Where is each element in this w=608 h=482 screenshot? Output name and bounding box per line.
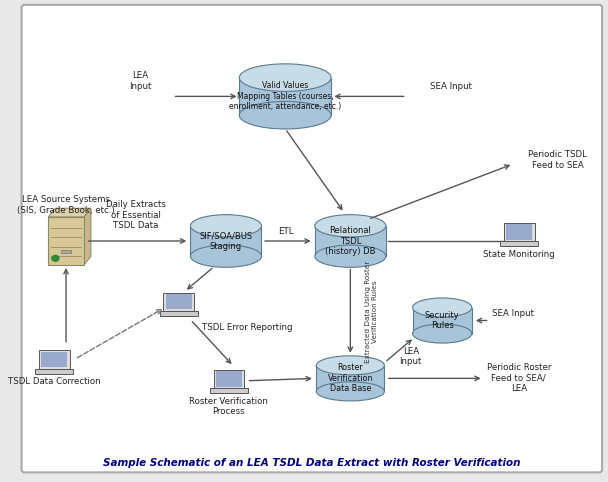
Text: SIF/SOA/BUS
Staging: SIF/SOA/BUS Staging xyxy=(199,231,252,251)
FancyBboxPatch shape xyxy=(39,350,69,369)
Text: LEA Source Systems
(SIS, Grade Book, etc.): LEA Source Systems (SIS, Grade Book, etc… xyxy=(17,195,115,214)
Text: Security
Rules: Security Rules xyxy=(425,311,460,330)
Text: Sample Schematic of an LEA TSDL Data Extract with Roster Verification: Sample Schematic of an LEA TSDL Data Ext… xyxy=(103,458,520,468)
Text: Valid Values
Mapping Tables (courses,
enrollment, attendance, etc.): Valid Values Mapping Tables (courses, en… xyxy=(229,81,341,111)
Text: ETL: ETL xyxy=(278,227,294,236)
Ellipse shape xyxy=(315,214,386,237)
FancyBboxPatch shape xyxy=(160,311,198,316)
Bar xyxy=(190,226,261,256)
FancyBboxPatch shape xyxy=(500,241,538,246)
FancyBboxPatch shape xyxy=(216,371,242,387)
Bar xyxy=(48,217,84,265)
Text: TSDL Data Correction: TSDL Data Correction xyxy=(8,377,100,387)
Ellipse shape xyxy=(316,382,384,401)
FancyBboxPatch shape xyxy=(22,5,602,472)
Ellipse shape xyxy=(190,214,261,237)
Bar xyxy=(315,226,386,256)
FancyBboxPatch shape xyxy=(41,352,67,367)
Bar xyxy=(61,250,71,253)
FancyBboxPatch shape xyxy=(35,369,73,374)
Text: Periodic Roster
Feed to SEA/
LEA: Periodic Roster Feed to SEA/ LEA xyxy=(486,363,551,393)
FancyBboxPatch shape xyxy=(504,223,534,241)
FancyBboxPatch shape xyxy=(163,293,194,311)
Text: TSDL Error Reporting: TSDL Error Reporting xyxy=(202,323,293,332)
Ellipse shape xyxy=(413,324,472,343)
Text: LEA
Input: LEA Input xyxy=(129,71,151,91)
Ellipse shape xyxy=(315,245,386,268)
Text: SEA Input: SEA Input xyxy=(492,309,534,318)
Text: Relational
TSDL
(history) DB: Relational TSDL (history) DB xyxy=(325,226,376,256)
Text: Daily Extracts
of Essential
TSDL Data: Daily Extracts of Essential TSDL Data xyxy=(106,200,166,230)
FancyBboxPatch shape xyxy=(165,294,192,309)
Bar xyxy=(316,365,384,391)
FancyBboxPatch shape xyxy=(210,388,248,393)
Circle shape xyxy=(52,255,59,261)
Ellipse shape xyxy=(190,245,261,268)
Text: Roster Verification
Process: Roster Verification Process xyxy=(190,397,268,416)
Ellipse shape xyxy=(240,64,331,92)
Ellipse shape xyxy=(413,298,472,317)
Text: Periodic TSDL
Feed to SEA: Periodic TSDL Feed to SEA xyxy=(528,150,587,170)
Ellipse shape xyxy=(240,101,331,129)
Text: Extracted Data Using Roster
Verification Rules: Extracted Data Using Roster Verification… xyxy=(365,260,378,362)
Text: LEA
Input: LEA Input xyxy=(399,347,422,366)
Bar xyxy=(413,308,472,334)
Ellipse shape xyxy=(316,356,384,375)
Text: SEA Input: SEA Input xyxy=(430,81,472,91)
Text: Roster
Verification
Data Base: Roster Verification Data Base xyxy=(328,363,373,393)
FancyBboxPatch shape xyxy=(213,370,244,388)
Polygon shape xyxy=(84,208,91,265)
Text: State Monitoring: State Monitoring xyxy=(483,250,555,259)
FancyBboxPatch shape xyxy=(506,224,532,240)
Polygon shape xyxy=(48,208,91,217)
Bar xyxy=(240,78,331,115)
